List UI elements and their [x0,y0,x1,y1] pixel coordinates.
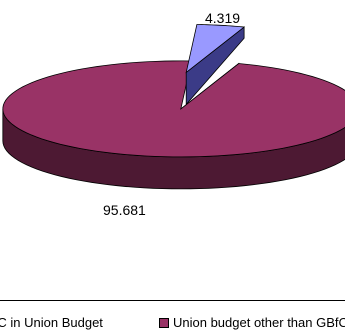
pie-slice-other [2,60,345,158]
legend: GBfC in Union Budget Union budget other … [0,300,345,330]
legend-label-gbfc: GBfC in Union Budget [0,315,103,330]
legend-swatch-other [159,318,169,328]
legend-label-other: Union budget other than GBfC [173,315,345,330]
legend-item-gbfc: GBfC in Union Budget [0,315,103,330]
legend-item-other: Union budget other than GBfC [159,315,345,330]
pie-group [2,24,345,190]
data-label-other: 95.681 [103,202,146,218]
pie-slice-gbfc [185,24,246,74]
data-label-gbfc: 4.319 [205,10,241,26]
